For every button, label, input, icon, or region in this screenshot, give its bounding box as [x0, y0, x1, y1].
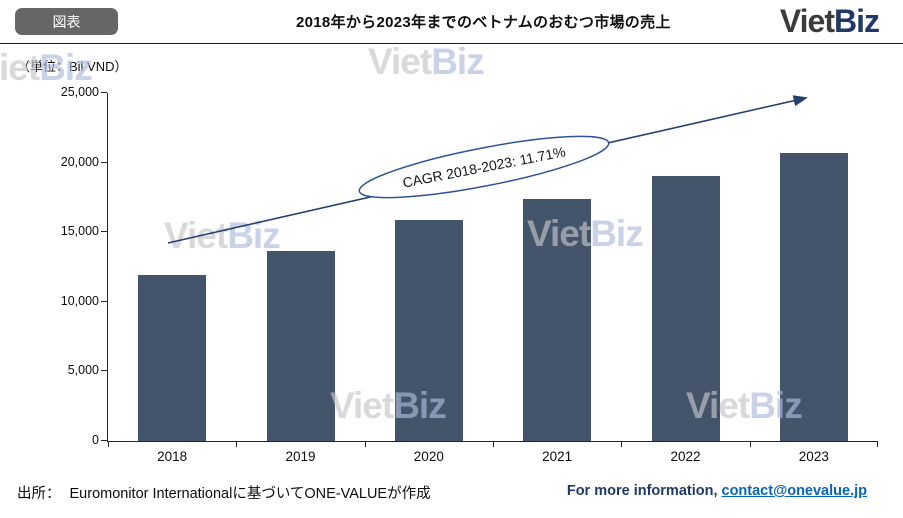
header-divider: [0, 43, 903, 44]
y-axis-tick: [101, 300, 107, 302]
watermark-biz: Biz: [393, 385, 446, 426]
x-axis-tick: [877, 442, 878, 447]
watermark-viet: Viet: [368, 41, 432, 82]
x-axis-tick: [621, 442, 622, 447]
watermark-biz: Biz: [590, 213, 643, 254]
vietbiz-watermark: VietBiz: [164, 215, 281, 256]
source-text: Euromonitor Internationalに基づいてONE-VALUEが…: [69, 486, 431, 502]
y-axis-tick: [101, 92, 107, 93]
page-title: 2018年から2023年までのベトナムのおむつ市場の売上: [296, 14, 671, 31]
y-axis-labels: 0 5,000 10,000 15,000 20,000 25,000: [0, 85, 99, 447]
y-axis-tick: [101, 370, 107, 372]
x-axis-label-2018: 2018: [157, 449, 188, 464]
y-axis-label-0: 0: [92, 433, 99, 447]
vietbiz-logo: VietBiz: [779, 3, 880, 39]
bar-2019: [266, 251, 335, 441]
watermark-viet: Viet: [0, 47, 40, 88]
watermark-biz: Biz: [227, 215, 280, 256]
x-axis-tick: [750, 442, 751, 447]
vietbiz-watermark: VietBiz: [0, 47, 93, 88]
watermark-viet: Viet: [330, 385, 394, 426]
figure-badge: 図表: [15, 8, 118, 35]
y-axis-tick: [101, 440, 107, 441]
unit-label: （単位：Bil VND）: [17, 59, 128, 74]
y-axis-label-15000: 15,000: [60, 224, 99, 239]
y-axis-tick: [101, 231, 107, 233]
bar-2020: [394, 220, 463, 441]
watermark-biz: Biz: [431, 41, 484, 82]
chart-plot-area: 2018 2019 2020 2021 2022 2023: [101, 92, 878, 464]
vietbiz-watermark: VietBiz: [368, 41, 485, 82]
x-axis-label-2023: 2023: [798, 449, 829, 464]
watermark-viet: Viet: [527, 213, 591, 254]
contact-note: For more information, contact@onevalue.j…: [567, 483, 867, 499]
x-axis-tick: [236, 442, 237, 447]
y-axis-tick: [101, 161, 107, 163]
watermark-biz: Biz: [749, 385, 802, 426]
x-axis-tick: [365, 442, 366, 447]
watermark-biz: Biz: [39, 47, 92, 88]
source-note: 出所： Euromonitor Internationalに基づいてONE-VAL…: [17, 482, 431, 503]
x-axis-label-2019: 2019: [285, 449, 316, 464]
contact-prefix: For more information,: [566, 483, 722, 499]
bar-2018: [138, 275, 207, 441]
watermark-viet: Viet: [164, 215, 228, 256]
y-axis-label-5000: 5,000: [67, 363, 99, 378]
x-axis-label-2021: 2021: [542, 449, 573, 464]
x-axis-label-2022: 2022: [670, 449, 701, 464]
watermark-viet: Viet: [686, 385, 750, 426]
logo-part-biz: Biz: [834, 3, 880, 39]
y-axis-label-10000: 10,000: [60, 293, 99, 308]
y-axis-label-25000: 25,000: [60, 85, 99, 99]
contact-email-link[interactable]: contact@onevalue.jp: [721, 483, 867, 499]
source-label: 出所：: [17, 486, 61, 502]
x-axis-tick: [108, 442, 109, 447]
x-axis-tick: [493, 442, 494, 447]
x-axis-label-2020: 2020: [413, 449, 444, 464]
vietbiz-watermark: VietBiz: [686, 385, 803, 426]
y-axis-label-20000: 20,000: [60, 154, 99, 169]
vietbiz-watermark: VietBiz: [527, 213, 644, 254]
vietbiz-watermark: VietBiz: [330, 385, 447, 426]
logo-part-viet: Viet: [779, 3, 835, 39]
